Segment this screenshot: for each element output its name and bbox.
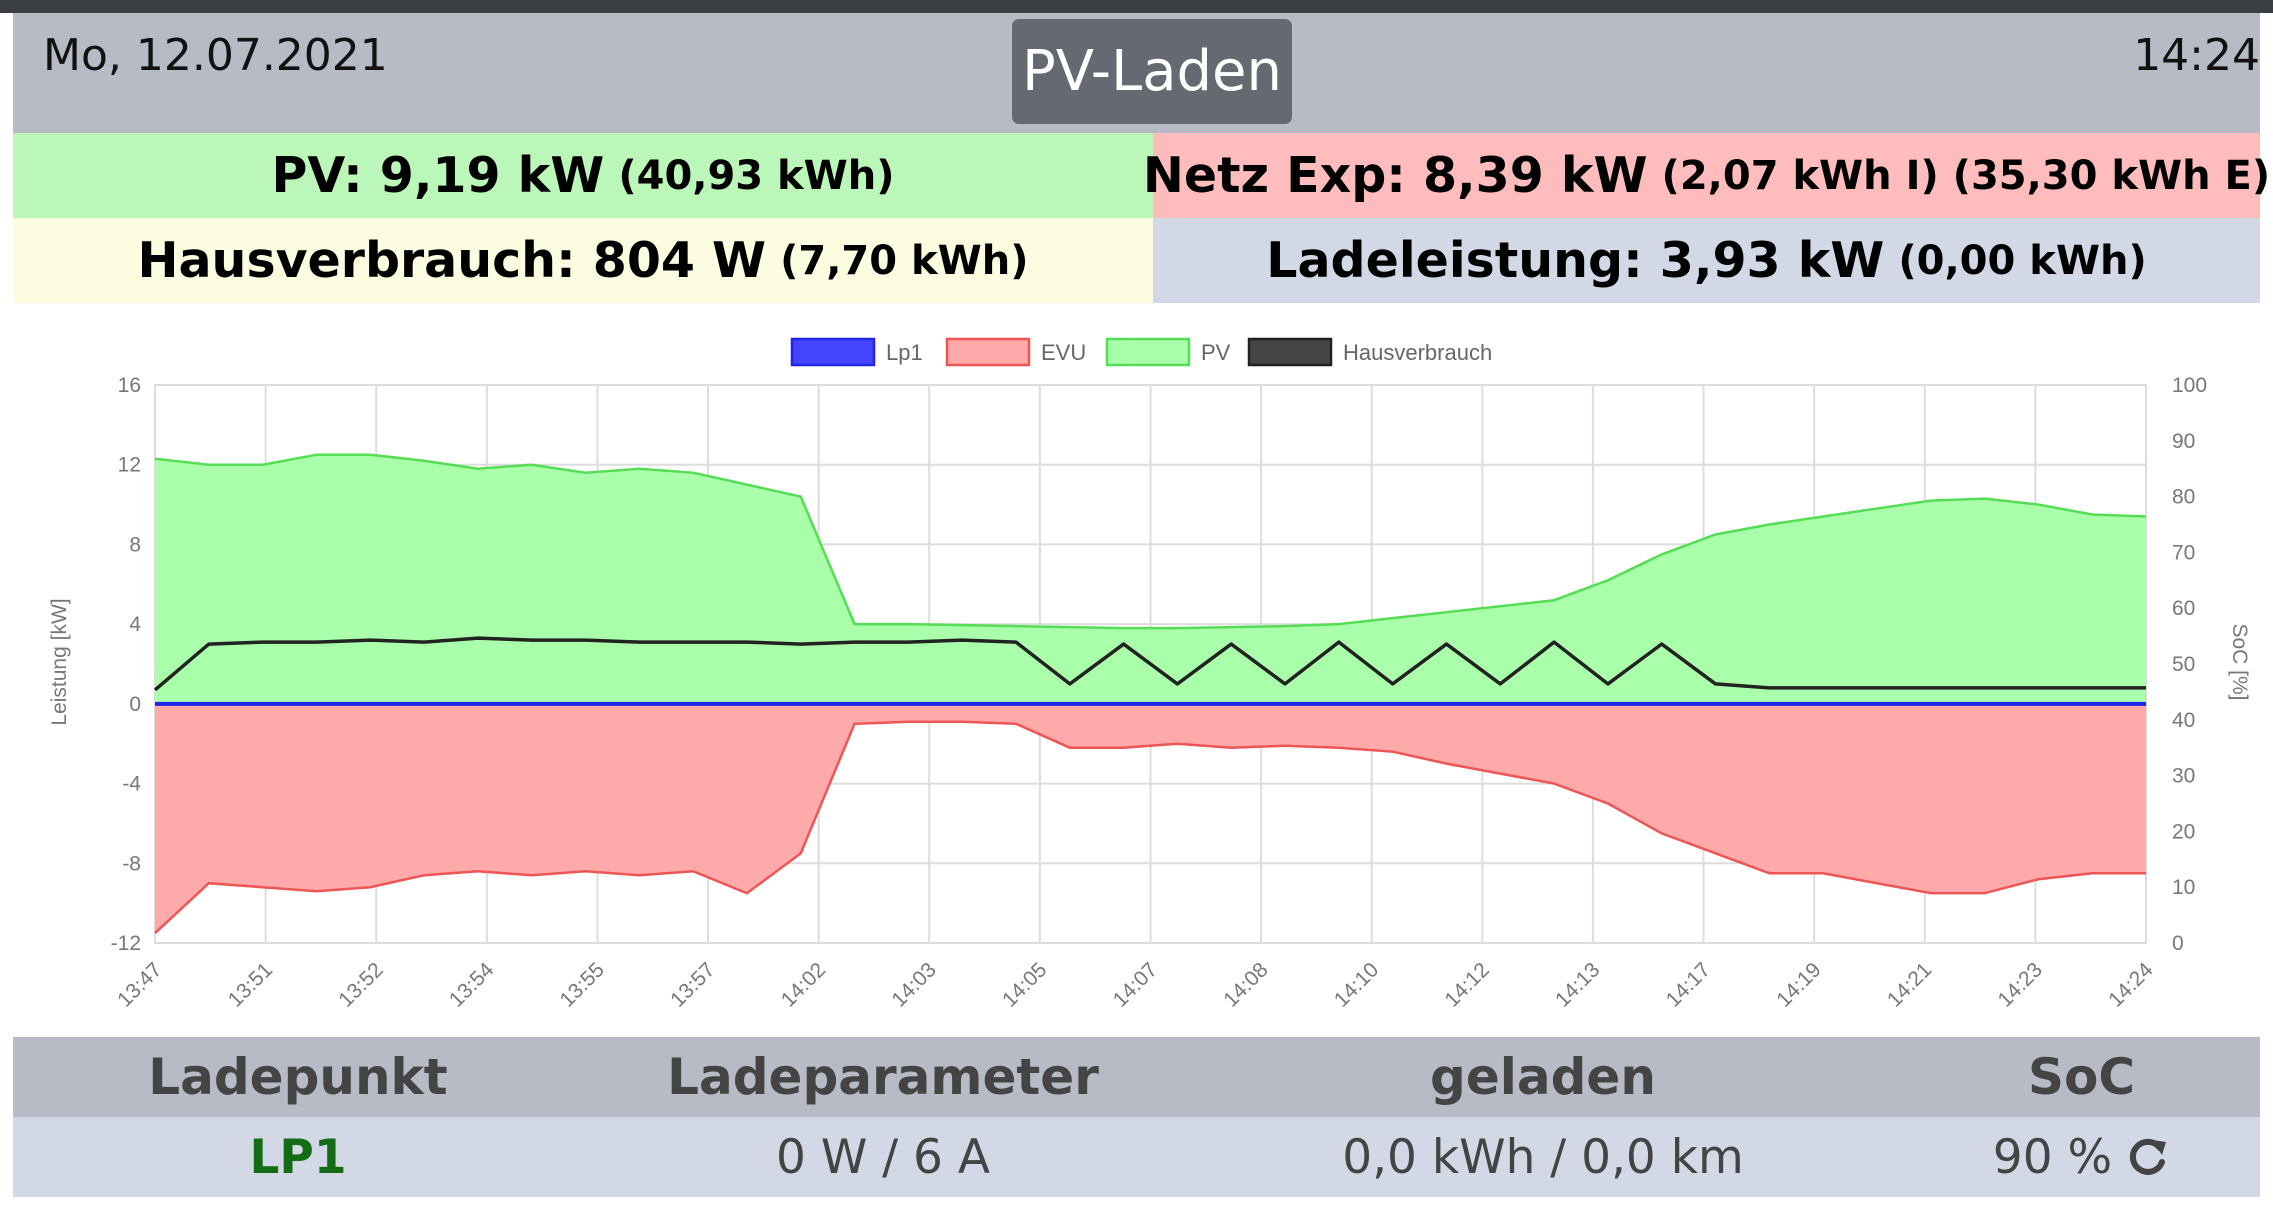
grid-export-tile: Netz Exp: 8,39 kW (2,07 kWh I) (35,30 kW… [1143, 133, 2270, 218]
x-tick-label: 14:08 [1219, 958, 1272, 1011]
x-tick-label: 13:51 [224, 958, 277, 1011]
x-tick-label: 14:05 [998, 958, 1051, 1011]
x-tick-label: 14:07 [1109, 958, 1162, 1011]
charging-power-value: Ladeleistung: 3,93 kW [1266, 232, 1885, 289]
soc-cell: 90 % [1903, 1117, 2260, 1197]
legend-label-evu[interactable]: EVU [1041, 340, 1086, 365]
y-tick-label: 8 [129, 533, 141, 556]
header-soc: SoC [2027, 1048, 2136, 1106]
header-chargepoint: Ladepunkt [148, 1048, 448, 1106]
header-charge-params: Ladeparameter [667, 1048, 1099, 1106]
legend-label-lp1[interactable]: Lp1 [886, 340, 923, 365]
grid-energy-value: (2,07 kWh I) (35,30 kWh E) [1661, 152, 2271, 199]
x-tick-label: 14:21 [1883, 958, 1936, 1011]
legend-label-hausverbrauch[interactable]: Hausverbrauch [1343, 340, 1492, 365]
series-pv-line [154, 453, 2147, 630]
y-tick-label: -12 [111, 932, 141, 955]
y-tick-label: -4 [122, 773, 141, 796]
x-tick-label: 14:13 [1551, 958, 1604, 1011]
header-bar: Mo, 12.07.2021 PV-Laden 14:24 [13, 13, 2260, 133]
x-tick-label: 14:17 [1662, 958, 1715, 1011]
house-consumption-tile: Hausverbrauch: 804 W (7,70 kWh) [13, 218, 1153, 303]
y2-tick-label: 90 [2172, 430, 2195, 453]
y2-tick-label: 30 [2172, 765, 2195, 788]
y-tick-label: -8 [122, 852, 141, 875]
x-tick-label: 14:03 [887, 958, 940, 1011]
legend-swatch-evu[interactable] [945, 337, 1031, 367]
pv-power-value: PV: 9,19 kW [271, 147, 605, 204]
x-tick-label: 13:54 [445, 958, 499, 1012]
x-tick-label: 13:55 [556, 958, 609, 1011]
y2-tick-label: 100 [2172, 374, 2207, 397]
y2-tick-label: 60 [2172, 597, 2195, 620]
x-tick-label: 14:12 [1440, 958, 1493, 1011]
y-tick-label: 0 [129, 693, 141, 716]
y-tick-label: 16 [118, 374, 141, 397]
window-top-bar [0, 0, 2273, 13]
series-hausverbrauch-line [153, 636, 2146, 692]
pv-energy-value: (40,93 kWh) [618, 152, 895, 199]
y2-tick-label: 0 [2172, 932, 2184, 955]
charging-energy-value: (0,00 kWh) [1898, 237, 2147, 284]
y-tick-label: 12 [118, 454, 141, 477]
y2-tick-label: 70 [2172, 541, 2195, 564]
charged-value: 0,0 kWh / 0,0 km [1342, 1129, 1744, 1185]
refresh-icon[interactable] [2124, 1134, 2170, 1180]
time-label: 14:24 [2133, 30, 2260, 81]
header-charged: geladen [1430, 1048, 1656, 1106]
pv-power-tile: PV: 9,19 kW (40,93 kWh) [13, 133, 1153, 218]
y2-tick-label: 80 [2172, 486, 2195, 509]
house-energy-value: (7,70 kWh) [780, 237, 1029, 284]
y2-tick-label: 40 [2172, 709, 2195, 732]
x-tick-label: 14:19 [1772, 958, 1825, 1011]
legend-label-pv[interactable]: PV [1201, 340, 1231, 365]
house-power-value: Hausverbrauch: 804 W [137, 232, 767, 289]
legend-swatch-hausverbrauch[interactable] [1247, 337, 1333, 367]
x-tick-label: 13:57 [666, 958, 719, 1011]
series-evu-line [154, 720, 2146, 934]
chargepoint-row-lp1[interactable]: LP1 0 W / 6 A 0,0 kWh / 0,0 km 90 % [13, 1117, 2260, 1197]
y2-tick-label: 10 [2172, 876, 2195, 899]
x-tick-label: 13:47 [113, 958, 166, 1011]
date-label: Mo, 12.07.2021 [43, 30, 388, 81]
x-tick-label: 14:24 [2104, 958, 2158, 1012]
y2-axis-label: SoC [%] [2228, 623, 2251, 700]
chargepoint-table-header: Ladepunkt Ladeparameter geladen SoC [13, 1037, 2260, 1117]
x-tick-label: 13:52 [334, 958, 387, 1011]
legend-swatch-pv[interactable] [1105, 337, 1191, 367]
power-chart: 1612840-4-8-12100908070605040302010013:4… [48, 337, 2251, 1012]
chargepoint-name[interactable]: LP1 [249, 1129, 347, 1185]
charge-mode-button[interactable]: PV-Laden [1012, 19, 1292, 124]
charge-params-value: 0 W / 6 A [775, 1129, 991, 1185]
grid-power-value: Netz Exp: 8,39 kW [1142, 147, 1648, 204]
legend-swatch-lp1[interactable] [790, 337, 876, 367]
y2-tick-label: 50 [2172, 653, 2195, 676]
x-tick-label: 14:02 [777, 958, 830, 1011]
series-evu-area [155, 703, 2146, 934]
x-tick-label: 14:23 [1993, 958, 2046, 1011]
y-axis-label: Leistung [kW] [48, 598, 71, 725]
x-tick-label: 14:10 [1330, 958, 1383, 1011]
soc-value: 90 % [1992, 1129, 2113, 1185]
y-tick-label: 4 [129, 613, 141, 636]
y2-tick-label: 20 [2172, 820, 2195, 843]
charging-power-tile: Ladeleistung: 3,93 kW (0,00 kWh) [1153, 218, 2260, 303]
